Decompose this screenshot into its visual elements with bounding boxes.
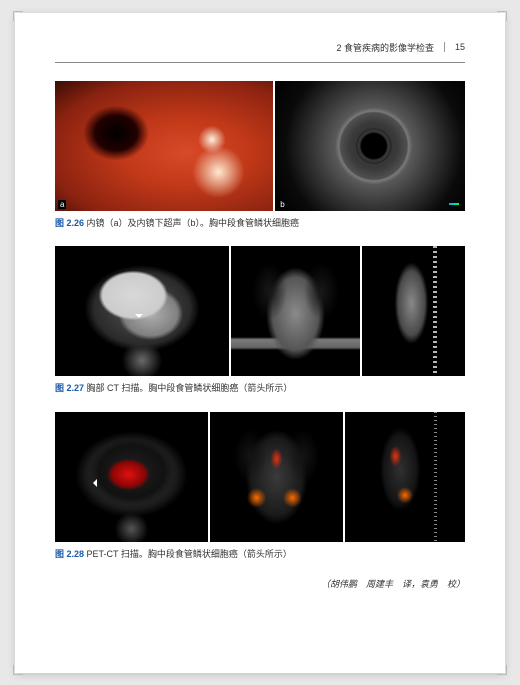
running-header: 2 食管疾病的影像学检查 15 bbox=[55, 41, 465, 54]
endoscopic-ultrasound-image: b bbox=[275, 81, 465, 211]
panel-label-b: b bbox=[278, 200, 286, 209]
crop-mark-tr bbox=[491, 11, 507, 27]
figure-2-28-panels bbox=[55, 412, 465, 542]
pet-ct-coronal-image bbox=[210, 412, 343, 542]
page-number: 15 bbox=[444, 42, 465, 52]
chapter-label: 2 食管疾病的影像学检查 bbox=[336, 41, 434, 54]
ct-axial-image bbox=[55, 246, 229, 376]
endoscopy-image: a bbox=[55, 81, 273, 211]
figure-number: 图 2.28 bbox=[55, 549, 84, 559]
figure-2-27-panels bbox=[55, 246, 465, 376]
figure-2-26-caption: 图 2.26 内镜（a）及内镜下超声（b）。胸中段食管鳞状细胞癌 bbox=[55, 217, 465, 231]
figure-2-27-caption: 图 2.27 胸部 CT 扫描。胸中段食管鳞状细胞癌（箭头所示） bbox=[55, 382, 465, 396]
figure-2-26: a b 图 2.26 内镜（a）及内镜下超声（b）。胸中段食管鳞状细胞癌 bbox=[55, 81, 465, 231]
ct-coronal-image bbox=[231, 246, 360, 376]
page: 2 食管疾病的影像学检查 15 a b 图 2.26 内镜（a）及内镜下超声（b… bbox=[15, 13, 505, 673]
figure-2-26-panels: a b bbox=[55, 81, 465, 211]
caption-text: 内镜（a）及内镜下超声（b）。胸中段食管鳞状细胞癌 bbox=[87, 218, 300, 228]
figure-number: 图 2.26 bbox=[55, 218, 84, 228]
figure-2-28: 图 2.28 PET-CT 扫描。胸中段食管鳞状细胞癌（箭头所示） bbox=[55, 412, 465, 562]
panel-label-a: a bbox=[58, 200, 66, 209]
figure-2-27: 图 2.27 胸部 CT 扫描。胸中段食管鳞状细胞癌（箭头所示） bbox=[55, 246, 465, 396]
figure-number: 图 2.27 bbox=[55, 383, 84, 393]
crop-mark-bl bbox=[13, 659, 29, 675]
pet-ct-axial-image bbox=[55, 412, 208, 542]
pet-ct-sagittal-image bbox=[345, 412, 465, 542]
caption-text: 胸部 CT 扫描。胸中段食管鳞状细胞癌（箭头所示） bbox=[87, 383, 293, 393]
header-rule bbox=[55, 62, 465, 63]
ct-sagittal-image bbox=[362, 246, 465, 376]
crop-mark-br bbox=[491, 659, 507, 675]
crop-mark-tl bbox=[13, 11, 29, 27]
caption-text: PET-CT 扫描。胸中段食管鳞状细胞癌（箭头所示） bbox=[87, 549, 292, 559]
figure-2-28-caption: 图 2.28 PET-CT 扫描。胸中段食管鳞状细胞癌（箭头所示） bbox=[55, 548, 465, 562]
translator-attribution: （胡伟鹏 周建丰 译，袁勇 校） bbox=[55, 577, 465, 590]
